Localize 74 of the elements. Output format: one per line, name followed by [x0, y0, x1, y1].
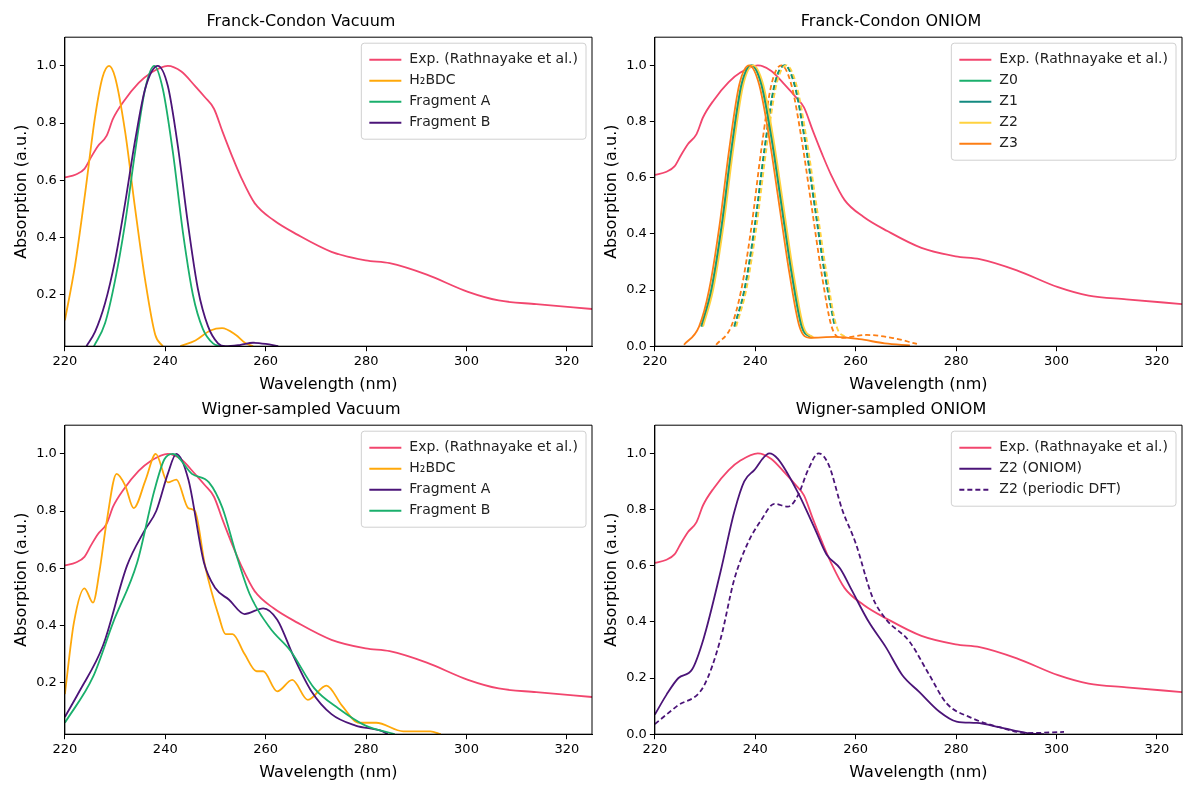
y-axis-title: Absorption (a.u.) [10, 124, 30, 259]
y-tick-label: 0.4 [626, 613, 647, 629]
y-axis-title: Absorption (a.u.) [600, 512, 620, 647]
y-tick-label: 0.4 [36, 228, 57, 244]
x-tick-label: 280 [353, 741, 379, 757]
x-tick-label: 260 [843, 741, 869, 757]
x-tick-label: 220 [52, 353, 78, 369]
chart-title: Franck-Condon ONIOM [800, 10, 982, 30]
x-tick-label: 300 [454, 741, 479, 757]
y-tick-label: 0.6 [626, 169, 647, 185]
y-tick-label: 0.2 [626, 281, 647, 297]
y-tick-label: 0.6 [36, 559, 57, 575]
x-tick-label: 280 [353, 353, 379, 369]
x-tick-label: 320 [1144, 353, 1170, 369]
x-tick-label: 260 [843, 353, 869, 369]
y-tick-label: 1.0 [626, 56, 647, 72]
x-axis-title: Wavelength (nm) [259, 761, 398, 781]
legend-label: Z1 [999, 92, 1018, 109]
x-tick-label: 300 [1044, 741, 1069, 757]
x-tick-label: 220 [52, 741, 78, 757]
y-tick-label: 0.8 [36, 502, 57, 518]
x-tick-label: 240 [742, 741, 768, 757]
x-axis-title: Wavelength (nm) [259, 373, 398, 393]
x-tick-label: 240 [152, 741, 178, 757]
legend-label: Fragment B [409, 113, 491, 130]
legend-label: H₂BDC [409, 459, 456, 476]
y-tick-label: 0.8 [626, 500, 647, 516]
legend-label: Z2 [999, 113, 1018, 130]
x-tick-label: 320 [1144, 741, 1170, 757]
x-axis-title: Wavelength (nm) [849, 761, 988, 781]
x-tick-label: 280 [943, 353, 969, 369]
x-tick-label: 220 [642, 741, 668, 757]
legend-label: Exp. (Rathnayake et al.) [409, 438, 579, 455]
y-tick-label: 0.0 [626, 725, 647, 741]
y-axis-title: Absorption (a.u.) [600, 124, 620, 259]
legend-label: Fragment A [409, 92, 491, 109]
y-tick-label: 0.2 [36, 674, 57, 690]
x-tick-label: 240 [152, 353, 178, 369]
y-tick-label: 0.6 [626, 557, 647, 573]
y-tick-label: 0.4 [626, 225, 647, 241]
y-tick-label: 0.8 [36, 114, 57, 130]
y-tick-label: 0.6 [36, 171, 57, 187]
legend-label: Exp. (Rathnayake et al.) [999, 438, 1169, 455]
legend-label: H₂BDC [409, 71, 456, 88]
legend-label: Exp. (Rathnayake et al.) [999, 50, 1169, 67]
y-axis-title: Absorption (a.u.) [10, 512, 30, 647]
x-tick-label: 240 [742, 353, 768, 369]
y-tick-label: 0.0 [626, 337, 647, 353]
x-tick-label: 300 [454, 353, 479, 369]
chart-title: Wigner-sampled ONIOM [795, 398, 987, 418]
chart-title: Franck-Condon Vacuum [206, 10, 396, 30]
legend-label: Z2 (ONIOM) [999, 459, 1082, 476]
x-tick-label: 260 [253, 741, 279, 757]
chart-title: Wigner-sampled Vacuum [201, 398, 401, 418]
x-tick-label: 320 [554, 353, 580, 369]
x-axis-title: Wavelength (nm) [849, 373, 988, 393]
y-tick-label: 0.4 [36, 616, 57, 632]
x-tick-label: 260 [253, 353, 279, 369]
legend-label: Fragment B [409, 501, 491, 518]
y-tick-label: 1.0 [36, 445, 57, 461]
y-tick-label: 1.0 [36, 57, 57, 73]
legend-label: Z2 (periodic DFT) [999, 480, 1121, 497]
legend-label: Exp. (Rathnayake et al.) [409, 50, 579, 67]
y-tick-label: 0.2 [626, 669, 647, 685]
legend-label: Z0 [999, 71, 1018, 88]
y-tick-label: 0.8 [626, 112, 647, 128]
x-tick-label: 300 [1044, 353, 1069, 369]
x-tick-label: 320 [554, 741, 580, 757]
y-tick-label: 0.2 [36, 286, 57, 302]
x-tick-label: 280 [943, 741, 969, 757]
legend-label: Z3 [999, 134, 1018, 151]
legend-label: Fragment A [409, 480, 491, 497]
x-tick-label: 220 [642, 353, 668, 369]
y-tick-label: 1.0 [626, 444, 647, 460]
